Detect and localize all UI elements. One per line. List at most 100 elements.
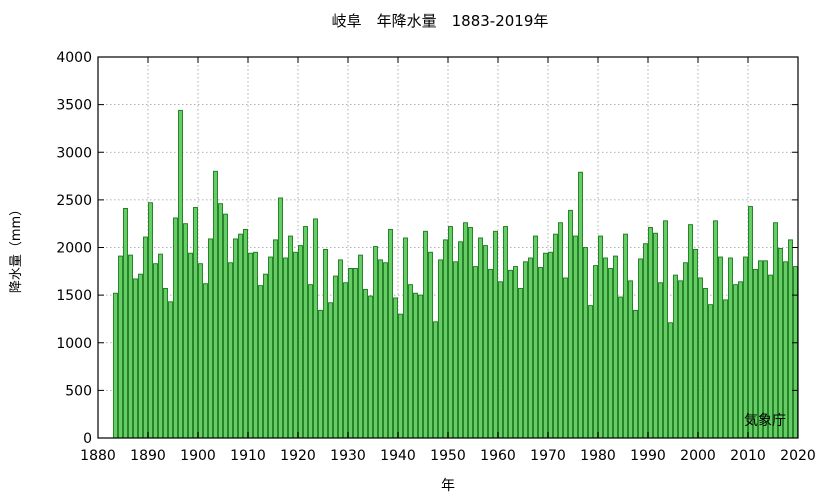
- bar-1915: [273, 239, 278, 439]
- bar-1982: [608, 268, 613, 439]
- bar-1994: [668, 322, 673, 439]
- bar-1883: [113, 292, 118, 439]
- bar-1925: [323, 248, 328, 439]
- bar-1949: [443, 239, 448, 439]
- bar-2019: [793, 266, 798, 439]
- bar-1885: [123, 207, 128, 439]
- bar-1938: [388, 228, 393, 439]
- bar-2003: [713, 220, 718, 439]
- bar-1972: [558, 222, 563, 439]
- x-tick-label: 2010: [730, 448, 766, 464]
- bar-1909: [243, 228, 248, 439]
- bar-1966: [528, 257, 533, 439]
- bar-1922: [308, 284, 313, 439]
- bar-1999: [693, 248, 698, 439]
- bar-1893: [163, 288, 168, 439]
- bar-1991: [653, 232, 658, 439]
- bar-1965: [523, 261, 528, 439]
- bar-1960: [498, 281, 503, 439]
- bar-1890: [148, 202, 153, 439]
- x-tick-label: 1920: [280, 448, 316, 464]
- bar-1985: [623, 233, 628, 439]
- bar-1952: [458, 241, 463, 439]
- bar-1932: [358, 254, 363, 439]
- bar-1969: [543, 252, 548, 439]
- bar-1898: [188, 252, 193, 439]
- bar-1939: [393, 297, 398, 439]
- x-axis-label: 年: [441, 478, 455, 494]
- bar-1979: [593, 265, 598, 439]
- bar-2006: [728, 257, 733, 439]
- bar-2008: [738, 281, 743, 439]
- bar-1927: [333, 275, 338, 439]
- x-tick-label: 1900: [180, 448, 216, 464]
- bar-1928: [338, 259, 343, 439]
- bar-1987: [633, 309, 638, 439]
- bar-1894: [168, 301, 173, 439]
- bar-1888: [138, 273, 143, 439]
- bar-1920: [298, 245, 303, 439]
- bar-1976: [578, 171, 583, 439]
- bar-1992: [658, 282, 663, 439]
- bar-1908: [238, 233, 243, 439]
- bar-1967: [533, 235, 538, 439]
- x-tick-label: 1880: [80, 448, 116, 464]
- bar-1892: [158, 253, 163, 439]
- bar-1916: [278, 197, 283, 439]
- bar-2015: [773, 222, 778, 439]
- bar-1996: [678, 280, 683, 439]
- bar-1988: [638, 258, 643, 439]
- bar-1923: [313, 218, 318, 439]
- bar-1901: [203, 283, 208, 439]
- bar-1997: [683, 262, 688, 439]
- bar-1942: [408, 284, 413, 439]
- bar-1921: [303, 226, 308, 439]
- y-tick-label: 500: [65, 383, 92, 399]
- bar-1956: [478, 237, 483, 439]
- bar-1891: [153, 263, 158, 439]
- x-tick-label: 1970: [530, 448, 566, 464]
- x-tick-label: 1930: [330, 448, 366, 464]
- bar-1930: [348, 268, 353, 439]
- bar-2016: [778, 248, 783, 439]
- bar-2010: [748, 206, 753, 439]
- x-tick-label: 2020: [780, 448, 816, 464]
- bar-1906: [228, 262, 233, 439]
- x-tick-label: 1980: [580, 448, 616, 464]
- bar-1954: [468, 227, 473, 439]
- chart-title: 岐阜 年降水量 1883-2019年: [332, 12, 549, 30]
- bar-1936: [378, 259, 383, 439]
- bar-1940: [398, 313, 403, 439]
- bar-1980: [598, 235, 603, 439]
- bar-1919: [293, 251, 298, 439]
- bar-1998: [688, 224, 693, 439]
- bar-2004: [718, 256, 723, 439]
- bar-1974: [568, 209, 573, 439]
- y-tick-label: 1500: [56, 288, 92, 304]
- bar-2009: [743, 256, 748, 439]
- bar-1959: [493, 230, 498, 439]
- bar-1983: [613, 255, 618, 439]
- bar-1902: [208, 238, 213, 439]
- bar-1933: [363, 288, 368, 439]
- bar-1907: [233, 238, 238, 439]
- bar-1950: [448, 226, 453, 439]
- bar-1958: [488, 268, 493, 439]
- bar-1964: [518, 288, 523, 439]
- bar-1914: [268, 256, 273, 439]
- bar-1917: [283, 257, 288, 439]
- bar-1905: [223, 213, 228, 439]
- axis-ticks: 0 500 1000 1500 2000 2500 3000 3500 4000 1880 1890…: [56, 50, 815, 464]
- y-tick-label: 1000: [56, 336, 92, 352]
- bar-2017: [783, 261, 788, 439]
- bar-1929: [343, 282, 348, 439]
- bar-2012: [758, 260, 763, 439]
- bar-1943: [413, 292, 418, 439]
- bar-1975: [573, 235, 578, 439]
- bar-1973: [563, 277, 568, 439]
- bar-1896: [178, 109, 183, 439]
- bar-1961: [503, 226, 508, 439]
- y-tick-label: 2500: [56, 193, 92, 209]
